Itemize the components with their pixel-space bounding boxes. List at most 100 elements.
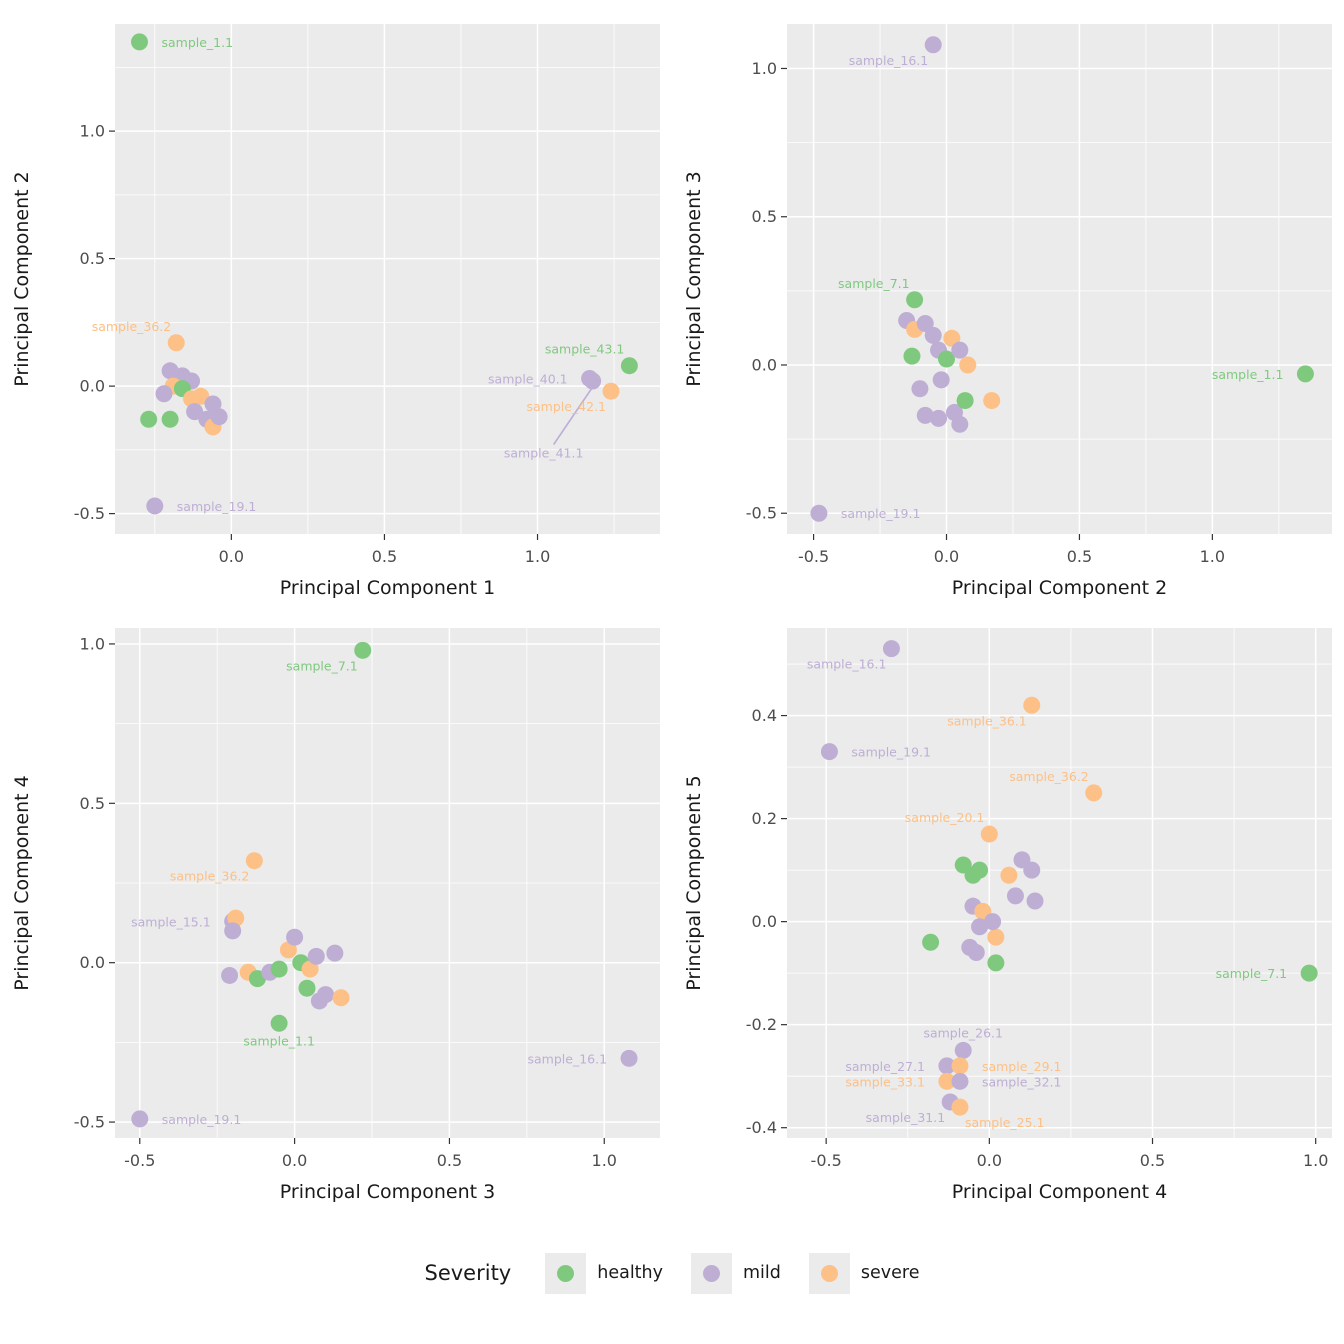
data-point bbox=[279, 941, 297, 959]
point-label: sample_26.1 bbox=[923, 1025, 1003, 1040]
point-label: sample_15.1 bbox=[131, 914, 211, 929]
legend-item-mild: mild bbox=[691, 1252, 781, 1294]
data-point-sample_33.1 bbox=[938, 1072, 956, 1090]
point-label: sample_31.1 bbox=[866, 1110, 946, 1125]
pca-panel-pc5-vs-pc4: -0.5 0.0 0.5 1.0 -0.4 -0.2 0.0 0.2 0.4 sample_16.… bbox=[672, 610, 1344, 1214]
point-label: sample_1.1 bbox=[161, 35, 233, 50]
x-axis-title: Principal Component 1 bbox=[280, 577, 495, 599]
point-label: sample_41.1 bbox=[504, 446, 584, 461]
data-point bbox=[326, 944, 344, 962]
point-label: sample_1.1 bbox=[243, 1033, 315, 1048]
legend-label-healthy: healthy bbox=[597, 1263, 663, 1283]
point-label: sample_29.1 bbox=[982, 1059, 1062, 1074]
data-point bbox=[210, 408, 228, 426]
data-point-sample_19.1 bbox=[810, 504, 828, 522]
scatter-plot-pc3-vs-pc2: -0.5 0.0 0.5 1.0 -0.5 0.0 0.5 1.0 sample_16.1sam… bbox=[683, 24, 1332, 599]
data-point bbox=[227, 909, 245, 927]
label-leader-line bbox=[552, 386, 594, 445]
data-point bbox=[270, 960, 288, 978]
data-point-sample_20.1 bbox=[980, 825, 998, 843]
data-point bbox=[310, 992, 328, 1010]
data-point-sample_27.1 bbox=[938, 1057, 956, 1075]
x-axis-title: Principal Component 2 bbox=[952, 577, 1167, 599]
data-point bbox=[903, 347, 921, 365]
data-point-sample_41.1 bbox=[584, 372, 602, 390]
data-point bbox=[140, 410, 158, 428]
point-label: sample_7.1 bbox=[838, 276, 910, 291]
point-label: sample_19.1 bbox=[177, 499, 257, 514]
y-tick-label: -0.5 bbox=[74, 504, 105, 523]
y-tick-label: 1.0 bbox=[752, 59, 777, 78]
legend-title: Severity bbox=[424, 1261, 512, 1285]
data-point-sample_36.1 bbox=[1023, 696, 1041, 714]
data-point bbox=[959, 356, 977, 374]
data-point-sample_19.1 bbox=[146, 497, 164, 515]
y-tick-label: 1.0 bbox=[80, 122, 105, 141]
y-tick-label: 0.0 bbox=[80, 377, 105, 396]
legend-label-mild: mild bbox=[743, 1263, 781, 1283]
y-tick-label: 0.5 bbox=[80, 249, 105, 268]
point-label: sample_36.2 bbox=[1009, 769, 1089, 784]
data-point-sample_7.1 bbox=[906, 291, 924, 309]
severe-dot-icon bbox=[820, 1264, 838, 1282]
data-point-sample_36.2 bbox=[245, 852, 263, 870]
point-label: sample_27.1 bbox=[845, 1059, 925, 1074]
y-tick-label: 0.0 bbox=[752, 355, 777, 374]
point-label: sample_42.1 bbox=[526, 399, 606, 414]
scatter-plot-pc4-vs-pc3: -0.5 0.0 0.5 1.0 -0.5 0.0 0.5 1.0 sample_7.1samp… bbox=[11, 628, 660, 1203]
data-point bbox=[932, 371, 950, 389]
y-tick-label: 0.5 bbox=[80, 794, 105, 813]
data-point bbox=[286, 928, 304, 946]
point-label: sample_19.1 bbox=[851, 745, 931, 760]
x-tick-label: 0.0 bbox=[282, 1151, 307, 1170]
data-point bbox=[930, 409, 948, 427]
data-point bbox=[987, 928, 1005, 946]
data-point bbox=[971, 861, 989, 879]
data-point-sample_36.2 bbox=[167, 334, 185, 352]
data-point-sample_32.1 bbox=[951, 1072, 969, 1090]
point-label: sample_43.1 bbox=[545, 342, 625, 357]
y-tick-label: 0.2 bbox=[752, 809, 777, 828]
data-point bbox=[204, 395, 222, 413]
x-tick-label: -0.5 bbox=[124, 1151, 155, 1170]
y-axis-title: Principal Component 4 bbox=[11, 775, 33, 990]
x-axis-title: Principal Component 4 bbox=[952, 1181, 1167, 1203]
x-tick-label: 0.0 bbox=[977, 1151, 1002, 1170]
x-tick-label: 1.0 bbox=[1200, 547, 1225, 566]
scatter-plot-pc5-vs-pc4: -0.5 0.0 0.5 1.0 -0.4 -0.2 0.0 0.2 0.4 sample_16.… bbox=[683, 628, 1332, 1203]
data-point-sample_26.1 bbox=[954, 1041, 972, 1059]
data-point-sample_42.1 bbox=[602, 382, 620, 400]
data-point bbox=[924, 326, 942, 344]
point-label: sample_33.1 bbox=[845, 1074, 925, 1089]
x-tick-label: 0.0 bbox=[219, 547, 244, 566]
y-tick-label: 0.5 bbox=[752, 207, 777, 226]
data-point bbox=[307, 947, 325, 965]
panel-background bbox=[787, 24, 1332, 534]
data-point-sample_16.1 bbox=[882, 640, 900, 658]
point-label: sample_20.1 bbox=[905, 810, 985, 825]
data-point bbox=[155, 385, 173, 403]
point-label: sample_1.1 bbox=[1212, 367, 1284, 382]
x-tick-label: 1.0 bbox=[592, 1151, 617, 1170]
y-tick-label: -0.5 bbox=[746, 504, 777, 523]
data-point-sample_1.1 bbox=[130, 33, 148, 51]
y-tick-label: 1.0 bbox=[80, 634, 105, 653]
pca-panel-pc4-vs-pc3: -0.5 0.0 0.5 1.0 -0.5 0.0 0.5 1.0 sample_7.1 samp… bbox=[0, 610, 672, 1214]
data-point bbox=[332, 989, 350, 1007]
data-point-sample_25.1 bbox=[951, 1098, 969, 1116]
y-tick-label: 0.0 bbox=[752, 912, 777, 931]
x-tick-label: 1.0 bbox=[525, 547, 550, 566]
severity-legend: Severity healthy mild severe bbox=[0, 1214, 1344, 1332]
data-point-sample_1.1 bbox=[1296, 365, 1314, 383]
data-point-sample_36.2 bbox=[1085, 784, 1103, 802]
y-axis-title: Principal Component 5 bbox=[683, 775, 705, 990]
data-point bbox=[916, 406, 934, 424]
point-label: sample_36.1 bbox=[947, 713, 1027, 728]
x-axis-title: Principal Component 3 bbox=[280, 1181, 495, 1203]
data-point-sample_43.1 bbox=[620, 357, 638, 375]
point-label: sample_19.1 bbox=[162, 1112, 242, 1127]
point-label: sample_36.2 bbox=[170, 869, 250, 884]
data-point-sample_16.1 bbox=[924, 36, 942, 54]
legend-key-healthy bbox=[545, 1252, 587, 1294]
